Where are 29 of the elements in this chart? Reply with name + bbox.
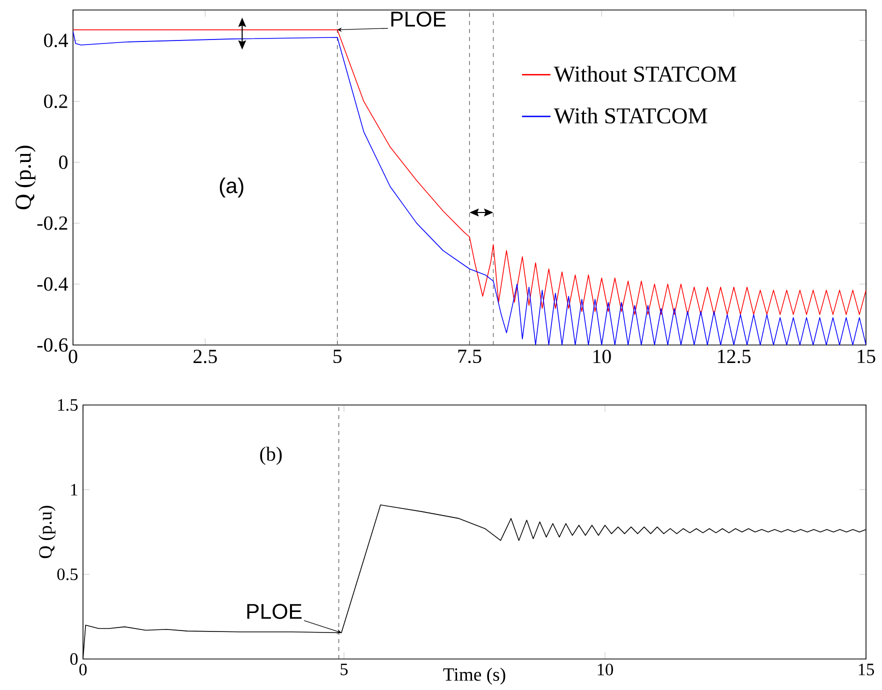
x-tick-label: 5 — [334, 350, 342, 363]
y-axis-title: Q (p.u) — [14, 146, 36, 210]
x-axis-title: Time (s) — [443, 668, 506, 685]
x-tick-label: 2.5 — [194, 350, 217, 364]
y-axis-title: Q (p.u) — [38, 506, 56, 558]
x-tick-label: 0 — [79, 664, 87, 676]
annotation: (a) — [220, 178, 244, 198]
y-tick-label: -0.6 — [37, 338, 68, 352]
y-tick-label: 0.5 — [57, 568, 78, 580]
y-tick-label: 0 — [59, 156, 68, 170]
y-tick-label: 0.4 — [44, 34, 68, 48]
annotation: (b) — [260, 446, 282, 465]
y-tick-label: 1.5 — [58, 399, 78, 411]
x-tick-label: 10 — [598, 664, 614, 676]
x-tick-label: 10 — [593, 350, 611, 364]
x-tick-label: 12.5 — [718, 350, 751, 364]
y-tick-label: -0.2 — [37, 216, 68, 230]
annotation: PLOE — [247, 604, 302, 619]
x-tick-label: 15 — [858, 350, 876, 364]
legend-label: With STATCOM — [554, 108, 708, 124]
y-tick-label: 1 — [71, 484, 78, 496]
x-tick-label: 15 — [858, 664, 874, 676]
x-tick-label: 7.5 — [458, 350, 482, 364]
legend-label: Without STATCOM — [554, 66, 736, 82]
y-tick-label: 0 — [70, 653, 78, 665]
y-tick-label: -0.4 — [37, 277, 68, 291]
x-tick-label: 5 — [340, 664, 348, 676]
y-tick-label: 0.2 — [44, 94, 68, 108]
annotation: PLOE — [391, 12, 446, 27]
